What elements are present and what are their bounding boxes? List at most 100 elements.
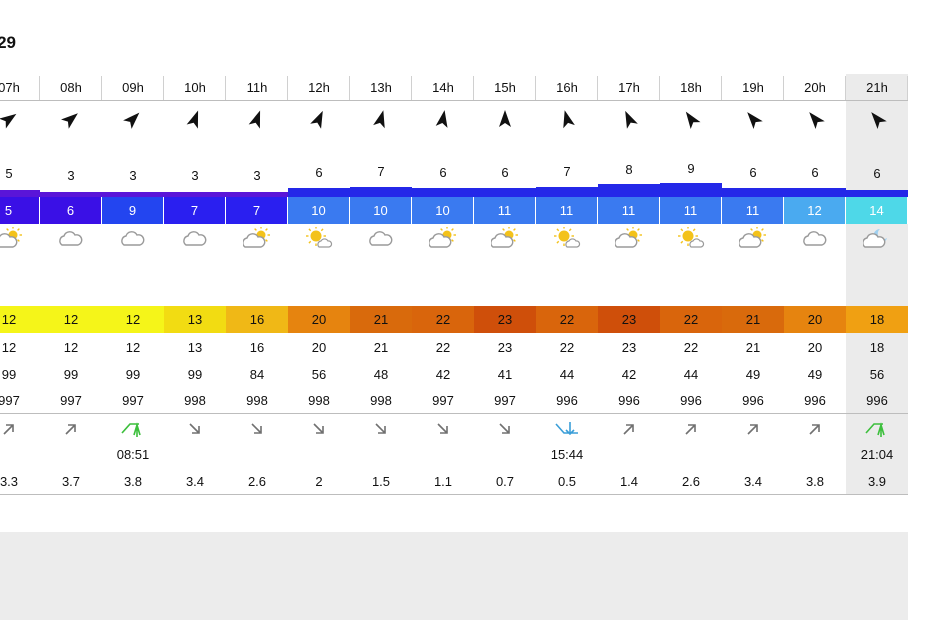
pressure-value: 997: [60, 393, 82, 408]
gust-bar: [846, 189, 908, 197]
gust-bar: [536, 186, 598, 197]
tide-height-value: 1.5: [371, 474, 391, 489]
wind-speed-cell: 9: [102, 197, 164, 224]
weather-icon: [846, 227, 908, 249]
tide-direction-icon: [288, 420, 350, 438]
tide-height-value: 0.5: [557, 474, 577, 489]
gust-bar: [474, 188, 536, 197]
column-divider: [225, 76, 226, 100]
wind-speed-cell: 6: [40, 197, 102, 224]
feels-like-value: 13: [187, 340, 203, 355]
wind-speed-cell: 10: [288, 197, 350, 224]
weather-icon: [660, 227, 722, 249]
feels-like-value: 22: [559, 340, 575, 355]
tide-direction-icon: [40, 420, 102, 438]
tide-direction-icon: [536, 420, 598, 438]
humidity-value: 44: [559, 367, 575, 382]
feels-like-value: 12: [1, 340, 17, 355]
day-title: g 29: [0, 33, 17, 52]
hour-label: 09h: [122, 80, 144, 95]
tide-height-value: 3.4: [743, 474, 763, 489]
feels-like-value: 22: [435, 340, 451, 355]
humidity-value: 84: [249, 367, 265, 382]
gust-value: 8: [625, 162, 633, 177]
row-divider: [0, 100, 908, 101]
weather-icon: [102, 227, 164, 249]
gust-bar: [288, 188, 350, 197]
temperature-cell: 21: [350, 306, 412, 333]
wind-speed-cell: 11: [536, 197, 598, 224]
column-divider: [783, 76, 784, 100]
tide-direction-icon: [0, 420, 40, 438]
column-divider: [39, 76, 40, 100]
hour-label: 15h: [494, 80, 516, 95]
gust-bar: [660, 183, 722, 197]
tide-height-value: 0.7: [495, 474, 515, 489]
column-divider: [535, 76, 536, 100]
temperature-cell: 22: [536, 306, 598, 333]
tide-direction-icon: [474, 420, 536, 438]
tide-height-value: 2.6: [247, 474, 267, 489]
hour-label: 16h: [556, 80, 578, 95]
gust-value: 6: [439, 165, 447, 180]
wind-direction-icon: [722, 108, 784, 130]
pressure-value: 997: [122, 393, 144, 408]
feels-like-value: 22: [683, 340, 699, 355]
pressure-value: 996: [556, 393, 578, 408]
pressure-value: 998: [370, 393, 392, 408]
humidity-value: 56: [869, 367, 885, 382]
wind-direction-icon: [226, 108, 288, 130]
gust-bar: [598, 184, 660, 197]
wind-speed-cell: 12: [784, 197, 846, 224]
gust-value: 6: [873, 166, 881, 181]
wind-direction-icon: [412, 108, 474, 130]
gust-value: 3: [191, 168, 199, 183]
wind-direction-icon: [40, 108, 102, 130]
tide-height-value: 1.1: [433, 474, 453, 489]
tide-time: 21:04: [860, 447, 894, 462]
pressure-value: 996: [866, 393, 888, 408]
highlight-column: [846, 74, 908, 495]
wind-speed-cell: 11: [598, 197, 660, 224]
hour-label: 17h: [618, 80, 640, 95]
hour-label: 20h: [804, 80, 826, 95]
wind-direction-icon: [288, 108, 350, 130]
hour-label: 19h: [742, 80, 764, 95]
tide-height-value: 3.8: [123, 474, 143, 489]
tide-height-value: 1.4: [619, 474, 639, 489]
wind-direction-icon: [660, 108, 722, 130]
tide-direction-icon: [164, 420, 226, 438]
wind-speed-cell: 10: [412, 197, 474, 224]
hour-label: 21h: [866, 80, 888, 95]
humidity-value: 56: [311, 367, 327, 382]
hour-label: 18h: [680, 80, 702, 95]
humidity-value: 49: [745, 367, 761, 382]
pressure-value: 996: [742, 393, 764, 408]
feels-like-value: 23: [621, 340, 637, 355]
tide-height-value: 2.6: [681, 474, 701, 489]
tide-height-value: 2: [315, 474, 323, 489]
column-divider: [907, 76, 908, 100]
humidity-value: 49: [807, 367, 823, 382]
feels-like-value: 23: [497, 340, 513, 355]
weather-icon: [0, 227, 40, 249]
column-divider: [659, 76, 660, 100]
weather-icon: [226, 227, 288, 249]
pressure-value: 998: [308, 393, 330, 408]
tide-direction-icon: [846, 420, 908, 438]
gust-value: 6: [315, 165, 323, 180]
wind-speed-cell: 11: [474, 197, 536, 224]
column-divider: [473, 76, 474, 100]
pressure-value: 997: [432, 393, 454, 408]
column-divider: [721, 76, 722, 100]
feels-like-value: 20: [807, 340, 823, 355]
temperature-cell: 12: [0, 306, 40, 333]
tide-direction-icon: [784, 420, 846, 438]
wind-direction-icon: [350, 108, 412, 130]
weather-icon: [164, 227, 226, 249]
feels-like-value: 21: [745, 340, 761, 355]
wind-direction-icon: [474, 108, 536, 130]
hour-label: 13h: [370, 80, 392, 95]
wind-speed-cell: 10: [350, 197, 412, 224]
pressure-value: 996: [618, 393, 640, 408]
